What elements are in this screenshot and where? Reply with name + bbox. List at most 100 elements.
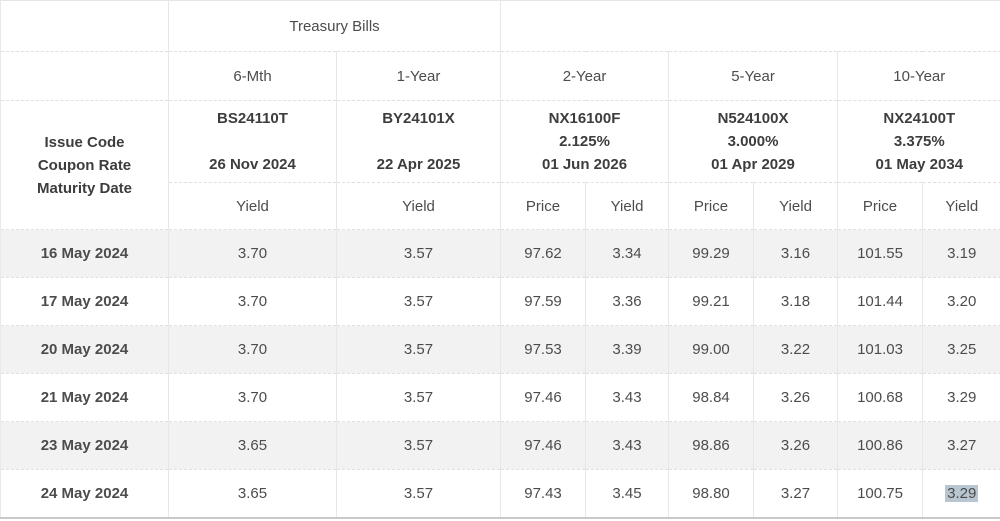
subheader-row: Yield Yield Price Yield Price Yield Pric…	[1, 182, 1000, 230]
cell-price-5year: 98.84	[668, 373, 755, 422]
cell-price-5year: 99.21	[668, 277, 755, 326]
issue-code: NX16100F	[548, 110, 621, 127]
table-row: 21 May 2024 3.70 3.57 97.46 3.43 98.84 3…	[0, 373, 1000, 422]
maturity-date: 22 Apr 2025	[376, 156, 461, 173]
tenor-10year: 10-Year	[837, 51, 1000, 101]
group-header-empty	[500, 0, 1000, 52]
issue-code: BS24110T	[217, 110, 288, 127]
table-row: 16 May 2024 3.70 3.57 97.62 3.34 99.29 3…	[0, 229, 1000, 278]
issue-code: N524100X	[717, 110, 789, 127]
cell-yield-1year: 3.57	[336, 373, 502, 422]
subheader-price-10year: Price	[837, 182, 924, 230]
cell-yield-5year: 3.16	[753, 229, 839, 278]
cell-yield-6mth: 3.65	[168, 421, 337, 470]
subheader-yield-5year: Yield	[753, 182, 839, 230]
row-date: 20 May 2024	[0, 325, 169, 374]
cell-yield-5year: 3.22	[753, 325, 839, 374]
table-row: 20 May 2024 3.70 3.57 97.53 3.39 99.00 3…	[0, 325, 1000, 374]
cell-yield-5year: 3.18	[753, 277, 839, 326]
maturity-date: 01 May 2034	[875, 156, 964, 173]
issue-code: BY24101X	[382, 110, 455, 127]
cell-price-10year: 101.55	[837, 229, 924, 278]
row-date: 24 May 2024	[0, 469, 169, 518]
maturity-date: 01 Apr 2029	[711, 156, 795, 173]
group-header-treasury-bills: Treasury Bills	[168, 0, 502, 52]
group-header-row: Treasury Bills	[0, 0, 1000, 52]
cell-yield-2year: 3.36	[585, 277, 670, 326]
row-date: 23 May 2024	[0, 421, 169, 470]
row-date: 16 May 2024	[0, 229, 169, 278]
cell-yield-6mth: 3.70	[168, 373, 337, 422]
cell-price-10year: 101.03	[837, 325, 924, 374]
table-row: 23 May 2024 3.65 3.57 97.46 3.43 98.86 3…	[0, 421, 1000, 470]
cell-yield-10year: 3.27	[922, 421, 1000, 470]
subheader-yield-10year: Yield	[922, 182, 1000, 230]
issue-code: NX24100T	[883, 110, 956, 127]
issue-5year: N524100X 3.000% 01 Apr 2029	[668, 100, 839, 183]
cell-yield-2year: 3.34	[585, 229, 670, 278]
cell-yield-6mth: 3.70	[168, 325, 337, 374]
cell-yield-2year: 3.39	[585, 325, 670, 374]
cell-yield-10year: 3.29	[922, 373, 1000, 422]
corner-spacer	[0, 0, 169, 52]
cell-yield-2year: 3.43	[585, 373, 670, 422]
selected-text-highlight: 3.29	[945, 485, 979, 502]
cell-yield-6mth: 3.70	[168, 229, 337, 278]
cell-yield-1year: 3.57	[336, 229, 502, 278]
tenor-2year: 2-Year	[500, 51, 670, 101]
cell-price-10year: 101.44	[837, 277, 924, 326]
cell-price-2year: 97.46	[500, 421, 587, 470]
subheader-yield-2year: Yield	[585, 182, 670, 230]
cell-yield-10year: 3.25	[922, 325, 1000, 374]
cell-yield-1year: 3.57	[336, 325, 502, 374]
corner-header: Issue Code Coupon Rate Maturity Date	[0, 100, 169, 230]
issue-1year: BY24101X 22 Apr 2025	[336, 100, 502, 183]
row-date: 17 May 2024	[0, 277, 169, 326]
corner-line-issue-code: Issue Code	[44, 133, 125, 151]
cell-price-10year: 100.86	[837, 421, 924, 470]
coupon-rate: 3.000%	[727, 133, 779, 150]
coupon-rate: 2.125%	[559, 133, 610, 150]
issue-10year: NX24100T 3.375% 01 May 2034	[837, 100, 1000, 183]
subheader-yield-6mth: Yield	[168, 182, 337, 230]
cell-price-2year: 97.53	[500, 325, 587, 374]
cell-yield-1year: 3.57	[336, 421, 502, 470]
corner-line-coupon-rate: Coupon Rate	[37, 156, 132, 174]
cell-yield-10year: 3.19	[922, 229, 1000, 278]
subheader-yield-1year: Yield	[336, 182, 502, 230]
coupon-rate	[169, 130, 336, 153]
cell-price-5year: 98.80	[668, 469, 755, 518]
table-row: 17 May 2024 3.70 3.57 97.59 3.36 99.21 3…	[0, 277, 1000, 326]
cell-yield-1year: 3.57	[336, 469, 502, 518]
issue-header-row: Issue Code Coupon Rate Maturity Date BS2…	[0, 100, 1000, 230]
coupon-rate	[337, 130, 500, 153]
coupon-rate: 3.375%	[893, 133, 945, 150]
tenor-header-row: 6-Mth 1-Year 2-Year 5-Year 10-Year	[0, 51, 1000, 101]
cell-yield-5year: 3.26	[753, 373, 839, 422]
subheader-price-2year: Price	[500, 182, 587, 230]
cell-price-2year: 97.43	[500, 469, 587, 518]
tenor-spacer	[0, 51, 169, 101]
cell-yield-5year: 3.26	[753, 421, 839, 470]
cell-yield-10year: 3.20	[922, 277, 1000, 326]
cell-price-10year: 100.75	[837, 469, 924, 518]
cell-price-2year: 97.46	[500, 373, 587, 422]
cell-yield-5year: 3.27	[753, 469, 839, 518]
corner-line-maturity-date: Maturity Date	[36, 179, 133, 197]
cell-price-5year: 98.86	[668, 421, 755, 470]
cell-yield-10year: 3.29	[922, 469, 1000, 518]
cell-yield-6mth: 3.65	[168, 469, 337, 518]
cell-yield-1year: 3.57	[336, 277, 502, 326]
issue-2year: NX16100F 2.125% 01 Jun 2026	[500, 100, 670, 183]
table-row: 24 May 2024 3.65 3.57 97.43 3.45 98.80 3…	[0, 469, 1000, 518]
maturity-date: 26 Nov 2024	[209, 156, 296, 173]
cell-price-5year: 99.29	[668, 229, 755, 278]
cell-price-2year: 97.59	[500, 277, 587, 326]
tenor-1year: 1-Year	[336, 51, 502, 101]
cell-price-10year: 100.68	[837, 373, 924, 422]
cell-yield-6mth: 3.70	[168, 277, 337, 326]
tenor-6mth: 6-Mth	[168, 51, 337, 101]
row-date: 21 May 2024	[0, 373, 169, 422]
